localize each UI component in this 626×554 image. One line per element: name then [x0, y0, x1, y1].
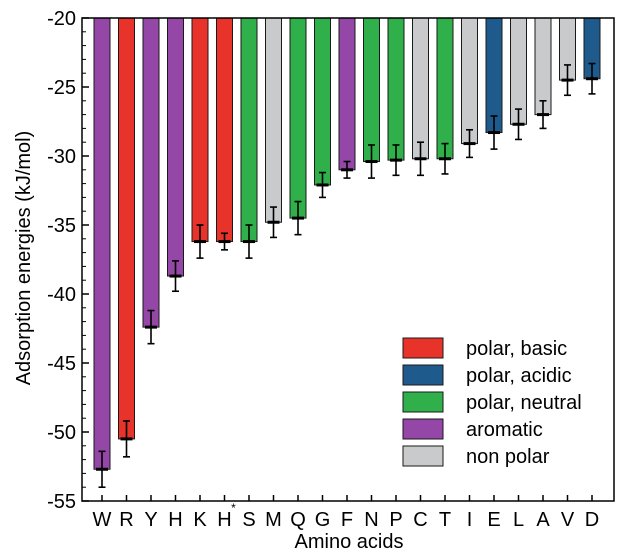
x-tick-label-K: K [193, 509, 207, 531]
legend-item-polar-acidic: polar, acidic [402, 364, 572, 387]
legend-label: polar, basic [466, 338, 567, 360]
y-tick-label: -35 [47, 215, 76, 237]
error-bar-series [96, 62, 598, 489]
x-tick-label-H: H [168, 509, 182, 531]
y-tick-label: -45 [47, 353, 76, 375]
x-tick-label-A: A [536, 509, 550, 531]
bar-S [240, 17, 258, 243]
y-tick-label: -20 [47, 8, 76, 30]
x-axis-title: Amino acids [295, 531, 404, 553]
bar-W [93, 17, 111, 470]
x-tick-superscript-H*: * [231, 501, 236, 515]
x-axis: W R Y H K H*S M Q G F N P C T I E L A V D [93, 495, 599, 531]
x-tick-label-L: L [513, 509, 524, 531]
error-bar-G [316, 171, 329, 199]
y-tick-label: -40 [47, 284, 76, 306]
x-tick-label-N: N [364, 509, 378, 531]
bar-G [314, 17, 331, 186]
bar-P [387, 17, 405, 161]
bar-Y [142, 17, 160, 328]
legend-label: polar, acidic [466, 365, 572, 387]
legend-swatch [402, 337, 444, 359]
error-bar-E [488, 115, 500, 150]
legend-item-aromatic: aromatic [402, 418, 543, 441]
bar-Q [289, 17, 307, 219]
legend-swatch [402, 391, 444, 413]
x-tick-label-Q: Q [290, 509, 306, 531]
x-tick-label-G: G [315, 509, 331, 531]
error-bar-D [586, 62, 598, 95]
bar-N [363, 17, 380, 163]
legend-item-polar-neutral: polar, neutral [402, 391, 582, 414]
bar-C [412, 17, 429, 160]
bar-series [93, 17, 601, 470]
x-tick-label-P: P [389, 509, 402, 531]
error-bar-V [561, 64, 574, 97]
legend-item-non-polar: non polar [402, 445, 550, 468]
error-bar-C [414, 141, 427, 177]
x-tick-label-T: T [439, 509, 451, 531]
error-bar-Y [145, 309, 157, 345]
y-tick-label: -55 [47, 491, 76, 513]
bar-R [118, 17, 135, 440]
x-tick-label-V: V [561, 509, 575, 531]
error-bar-H* [218, 232, 231, 251]
y-axis: -55 -50 -45 -40 -35 -30 -25 -20 [47, 8, 89, 513]
bar-I [461, 17, 478, 145]
bar-H* [216, 17, 233, 243]
x-tick-label-I: I [467, 509, 473, 531]
y-tick-label: -30 [47, 146, 76, 168]
y-tick-label: -25 [47, 77, 76, 99]
error-bar-S [243, 224, 255, 259]
x-tick-label-D: D [585, 509, 599, 531]
error-bar-M [267, 206, 280, 239]
legend-swatch [402, 445, 444, 467]
x-tick-label-W: W [93, 509, 112, 531]
error-bar-H [169, 260, 182, 293]
bar-M [265, 17, 282, 223]
legend-swatch [402, 418, 444, 440]
y-tick-label: -50 [47, 422, 76, 444]
y-axis-title: Adsorption energies (kJ/mol) [13, 131, 35, 386]
legend-label: polar, neutral [466, 392, 582, 414]
error-bar-K [194, 224, 206, 259]
x-tick-label-F: F [341, 509, 353, 531]
error-bar-R [120, 420, 133, 458]
error-bar-T [439, 142, 451, 175]
error-bar-W [96, 450, 108, 489]
legend-label: aromatic [466, 419, 543, 441]
x-tick-label-H*: H [217, 509, 231, 531]
error-bar-Q [292, 200, 304, 236]
x-tick-label-S: S [242, 509, 255, 531]
legend-item-polar-basic: polar, basic [402, 337, 567, 360]
error-bar-N [365, 144, 378, 179]
x-tick-label-M: M [265, 509, 282, 531]
error-bar-F [341, 160, 353, 179]
error-bar-P [390, 144, 402, 177]
legend-label: non polar [466, 446, 550, 468]
bar-H [167, 17, 184, 277]
plot-frame [81, 17, 615, 502]
error-bar-L [512, 108, 525, 141]
bar-K [191, 17, 209, 243]
legend: polar, basic polar, acidic polar, neutral a… [402, 337, 582, 468]
error-bar-A [537, 100, 549, 130]
x-tick-label-C: C [413, 509, 427, 531]
error-bar-I [463, 128, 476, 159]
x-tick-label-E: E [487, 509, 500, 531]
bar-F [338, 17, 356, 171]
legend-swatch [402, 364, 444, 386]
x-tick-label-Y: Y [144, 509, 157, 531]
x-tick-label-R: R [119, 509, 133, 531]
bar-T [436, 17, 454, 160]
